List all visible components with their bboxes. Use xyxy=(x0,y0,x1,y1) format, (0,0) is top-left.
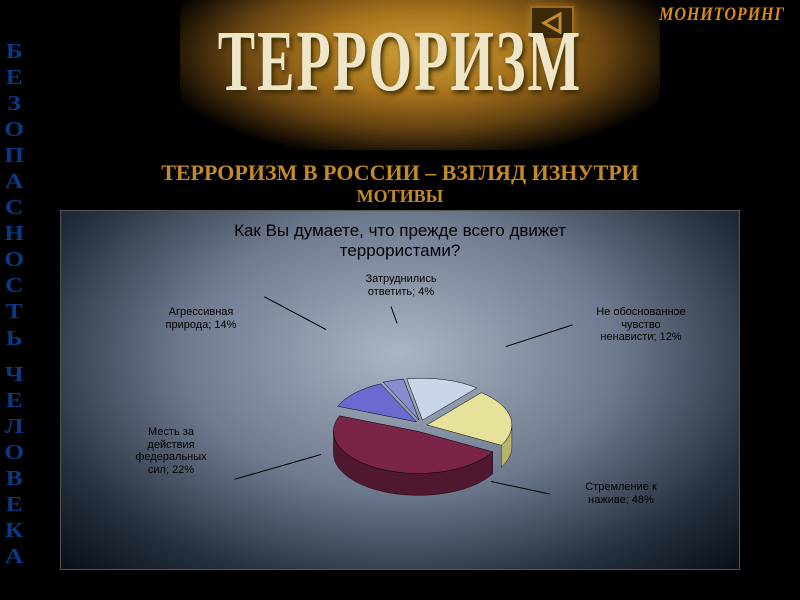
vertical-letter: В xyxy=(4,467,24,489)
vertical-left-text: БЕЗОПАСНОСТЬ ЧЕЛОВЕКА xyxy=(6,40,22,567)
subtitle-line1: ТЕРРОРИЗМ В РОССИИ – ВЗГЛЯД ИЗНУТРИ xyxy=(161,160,639,185)
vertical-letter: З xyxy=(4,92,24,114)
vertical-letter: Е xyxy=(4,389,24,411)
leader-top xyxy=(391,306,398,323)
leader-right2 xyxy=(506,324,573,347)
vertical-letter: А xyxy=(4,170,24,192)
leader-left1 xyxy=(264,296,326,330)
vertical-letter: К xyxy=(4,519,24,541)
label-left1: Агрессивнаяприрода; 14% xyxy=(146,306,256,331)
slide: БЕЗОПАСНОСТЬ ЧЕЛОВЕКА МОНИТОРИНГ ТЕРРОРИ… xyxy=(0,0,800,600)
leader-left2 xyxy=(234,454,321,480)
pie-chart xyxy=(316,361,526,501)
chart-title: Как Вы думаете, что прежде всего движетт… xyxy=(234,221,566,260)
vertical-letter: А xyxy=(4,545,24,567)
vertical-letter xyxy=(4,353,24,359)
vertical-letter: П xyxy=(4,144,24,166)
vertical-letter: Т xyxy=(4,300,24,322)
vertical-letter: Ч xyxy=(4,363,24,385)
vertical-letter: Е xyxy=(4,493,24,515)
subtitle-line2: МОТИВЫ xyxy=(161,186,639,208)
label-top: Затруднилисьответить; 4% xyxy=(336,273,466,298)
pie-svg xyxy=(316,361,526,521)
label-left2: Месть задействияфедеральныхсил; 22% xyxy=(111,426,231,477)
vertical-letter: О xyxy=(4,441,24,463)
vertical-letter: О xyxy=(4,248,24,270)
chart-panel: Как Вы думаете, что прежде всего движетт… xyxy=(60,210,740,570)
vertical-letter: Б xyxy=(4,40,24,62)
vertical-letter: Л xyxy=(4,415,24,437)
vertical-letter: Н xyxy=(4,222,24,244)
vertical-letter: Е xyxy=(4,66,24,88)
vertical-letter: С xyxy=(4,274,24,296)
label-right2: Не обоснованноечувствоненависти; 12% xyxy=(571,306,711,344)
label-bottomright: Стремление кнаживе; 48% xyxy=(546,481,696,506)
vertical-letter: О xyxy=(4,118,24,140)
subtitle: ТЕРРОРИЗМ В РОССИИ – ВЗГЛЯД ИЗНУТРИ МОТИ… xyxy=(161,160,639,208)
main-title: ТЕРРОРИЗМ xyxy=(218,12,583,111)
vertical-letter: С xyxy=(4,196,24,218)
monitoring-label: МОНИТОРИНГ xyxy=(659,4,785,26)
vertical-letter: Ь xyxy=(4,327,24,349)
